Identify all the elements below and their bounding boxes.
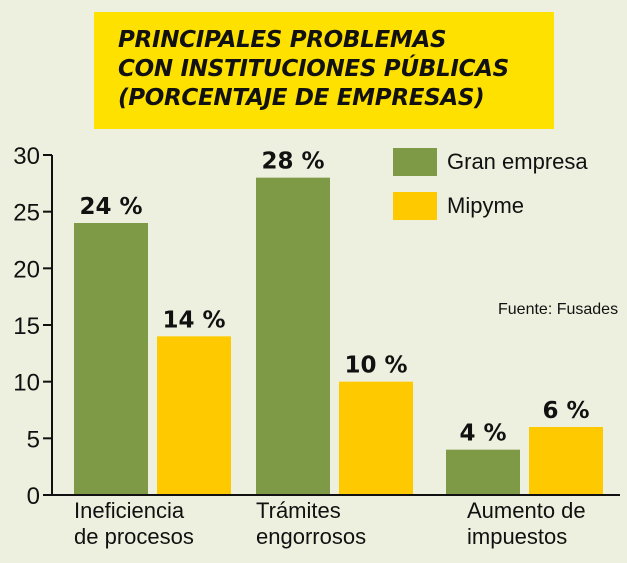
y-tick-label: 5 [27, 426, 40, 453]
data-label: 6 % [542, 398, 589, 424]
y-tick-label: 10 [13, 370, 40, 397]
data-label: 14 % [162, 307, 225, 333]
x-tick-label: engorrosos [256, 524, 366, 549]
legend-label-gran-empresa: Gran empresa [447, 149, 588, 174]
data-label: 24 % [79, 194, 142, 220]
legend-swatch-gran-empresa [393, 148, 437, 176]
chart-title-line-1: PRINCIPALES PROBLEMAS [118, 27, 447, 53]
bar-gran-empresa [74, 223, 148, 495]
legend-label-mipyme: Mipyme [447, 193, 525, 218]
bar-gran-empresa [256, 177, 330, 495]
y-tick-label: 20 [13, 256, 40, 283]
data-label: 10 % [344, 353, 407, 379]
x-tick-label: impuestos [467, 524, 567, 549]
y-tick-label: 30 [13, 143, 40, 170]
x-tick-label: Aumento de [467, 498, 586, 523]
bar-mipyme [529, 427, 603, 495]
x-tick-label: de procesos [74, 524, 194, 549]
legend-swatch-mipyme [393, 192, 437, 220]
bar-mipyme [339, 381, 413, 495]
data-label: 4 % [459, 421, 506, 447]
bar-mipyme [157, 336, 231, 495]
y-tick-label: 15 [13, 313, 40, 340]
data-label: 28 % [261, 149, 324, 175]
bar-gran-empresa [446, 449, 520, 495]
title-box: PRINCIPALES PROBLEMAS CON INSTITUCIONES … [94, 12, 554, 129]
chart-title-line-3: (PORCENTAJE DE EMPRESAS) [118, 85, 485, 111]
source-note: Fuente: Fusades [498, 301, 619, 318]
x-tick-label: Ineficiencia [74, 498, 185, 523]
y-tick-label: 0 [27, 483, 40, 510]
chart-title-line-2: CON INSTITUCIONES PÚBLICAS [118, 56, 509, 82]
y-tick-label: 25 [13, 200, 40, 227]
x-tick-label: Trámites [256, 498, 341, 523]
